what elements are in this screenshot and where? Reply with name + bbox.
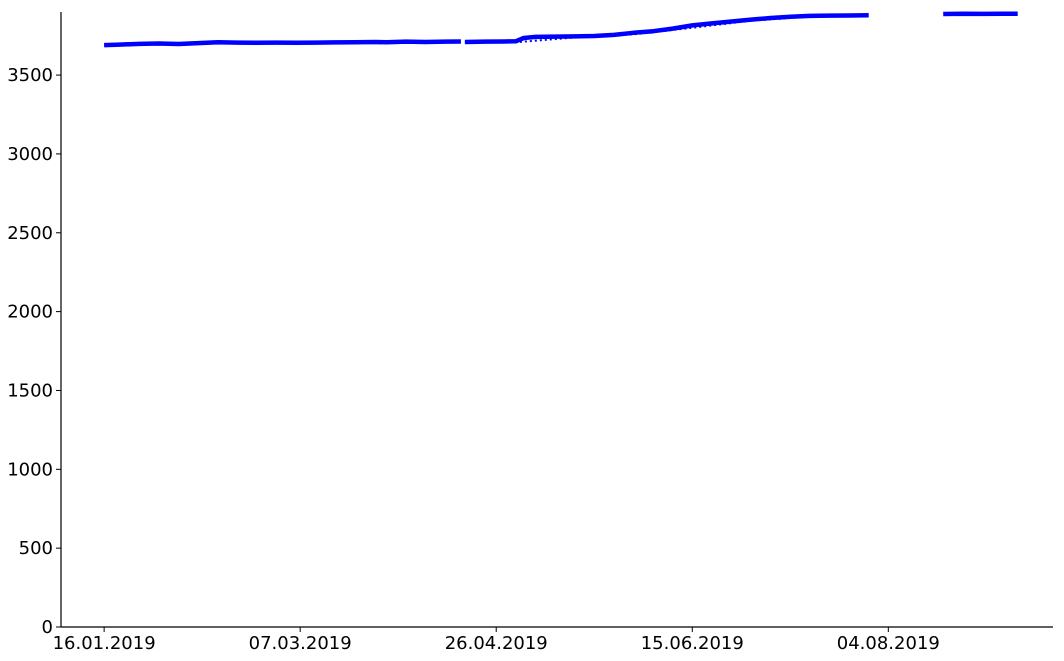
- y-tick-label: 1500: [7, 380, 53, 401]
- y-axis: 0 500 1000 1500 2000 2500 3000 3500: [7, 12, 62, 638]
- series-lines: [104, 11, 1018, 48]
- x-tick-label: 04.08.2019: [837, 633, 940, 654]
- x-tick-label: 15.06.2019: [641, 633, 744, 654]
- solid-series-line-segment-1: [104, 39, 461, 48]
- x-tick-label: 26.04.2019: [445, 633, 548, 654]
- y-tick-label: 3000: [7, 144, 53, 165]
- x-axis: 16.01.2019 07.03.2019 26.04.2019 15.06.2019…: [53, 626, 1053, 654]
- y-tick-label: 0: [42, 617, 53, 638]
- y-tick-label: 1000: [7, 459, 53, 480]
- dotted-series-line-segment-1: [464, 14, 869, 44]
- x-tick-label: 07.03.2019: [249, 633, 352, 654]
- x-tick-label: 16.01.2019: [53, 633, 156, 654]
- y-tick-label: 2000: [7, 302, 53, 323]
- solid-series-line-segment-2: [464, 13, 869, 45]
- y-tick-label: 2500: [7, 223, 53, 244]
- y-tick-label: 3500: [7, 65, 53, 86]
- y-tick-label: 500: [19, 538, 53, 559]
